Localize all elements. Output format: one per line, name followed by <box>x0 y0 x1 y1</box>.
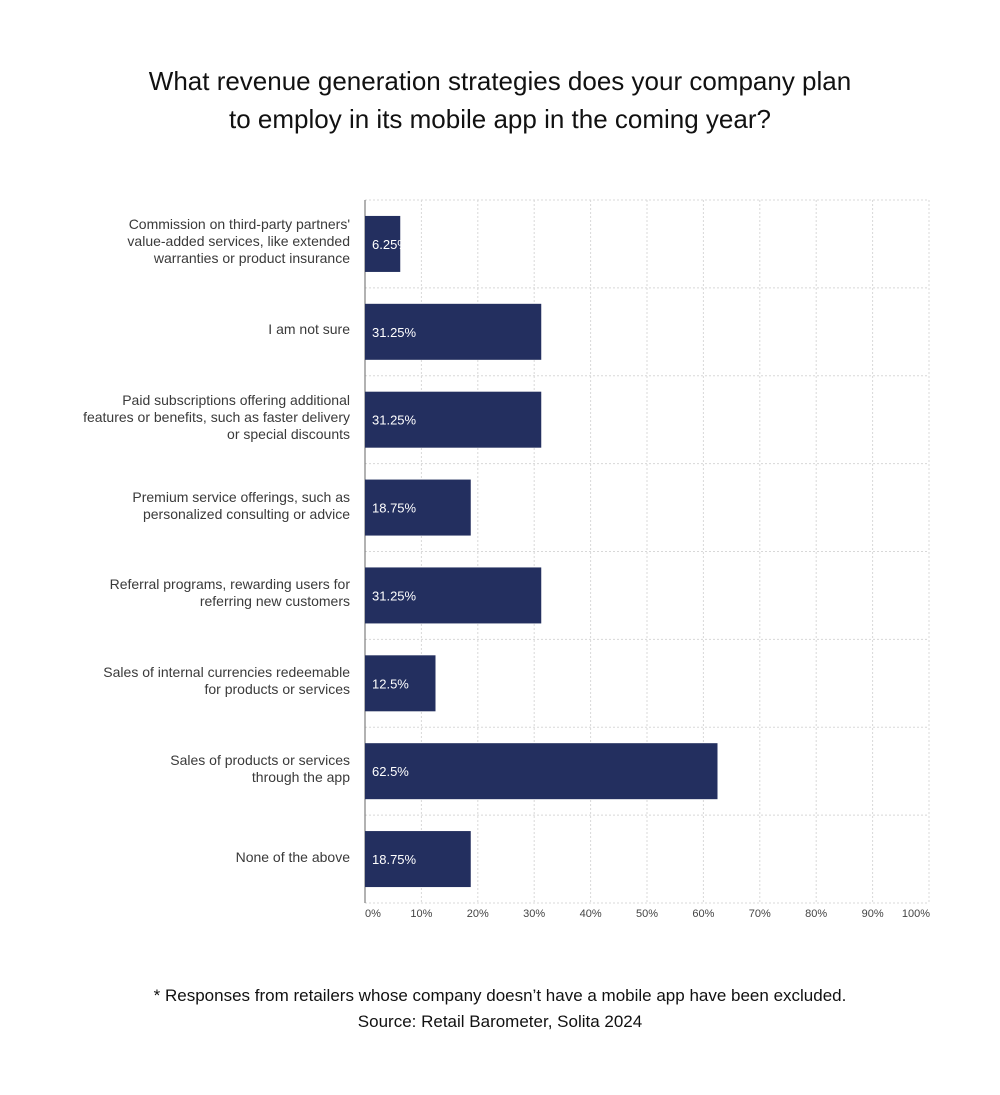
category-label-line: Sales of products or services <box>170 752 350 769</box>
category-label-line: referring new customers <box>199 593 350 610</box>
x-tick-label: 10% <box>410 908 432 920</box>
category-label: None of the above <box>50 849 350 866</box>
bar <box>365 831 471 888</box>
bar <box>365 743 718 800</box>
bar-value-label: 12.5% <box>372 676 409 691</box>
category-label-line: Paid subscriptions offering additional <box>122 392 350 409</box>
footnote-source: Source: Retail Barometer, Solita 2024 <box>357 1012 643 1031</box>
category-label-line: personalized consulting or advice <box>142 505 350 522</box>
bar-value-label: 18.75% <box>372 501 417 516</box>
category-label-line: Commission on third-party partners' <box>128 216 350 233</box>
category-label-line: value-added services, like extended <box>127 233 350 250</box>
x-tick-label: 0% <box>365 908 381 920</box>
bar-value-label: 31.25% <box>372 325 417 340</box>
category-label-line: features or benefits, such as faster del… <box>83 409 350 426</box>
x-tick-label: 20% <box>467 908 489 920</box>
x-tick-label: 40% <box>580 908 602 920</box>
category-label-line: Premium service offerings, such as <box>132 488 350 505</box>
bar-value-label: 62.5% <box>372 764 409 779</box>
x-tick-label: 30% <box>523 908 545 920</box>
category-label-line: I am not sure <box>268 321 350 338</box>
bar-value-label: 6.25% <box>372 237 409 252</box>
chart-title-line-2: to employ in its mobile app in the comin… <box>229 104 771 134</box>
category-label-line: warranties or product insurance <box>153 250 350 267</box>
category-label: Referral programs, rewarding users for re… <box>50 576 350 610</box>
x-tick-label: 90% <box>862 908 884 920</box>
category-label-line: Sales of internal currencies redeemable <box>103 664 350 681</box>
bar <box>365 303 542 360</box>
category-label: Premium service offerings, such as person… <box>50 489 350 523</box>
x-tick-label: 50% <box>636 908 658 920</box>
category-label-line: Referral programs, rewarding users for <box>109 576 350 593</box>
bar <box>365 215 401 272</box>
bar <box>365 567 542 624</box>
x-tick-label: 70% <box>749 908 771 920</box>
category-label-line: None of the above <box>235 848 350 865</box>
footnote-exclusion: * Responses from retailers whose company… <box>153 986 847 1005</box>
x-tick-label: 60% <box>692 908 714 920</box>
category-label-line: or special discounts <box>227 426 350 443</box>
category-label-line: for products or services <box>204 681 351 698</box>
category-label: Commission on third-party partners' value… <box>50 216 350 267</box>
category-label: I am not sure <box>50 321 350 338</box>
category-label: Sales of internal currencies redeemable f… <box>50 664 350 698</box>
x-tick-label: 100% <box>902 908 930 920</box>
chart-title: What revenue generation strategies does … <box>0 62 1000 138</box>
chart-title-line-1: What revenue generation strategies does … <box>148 66 852 96</box>
bar-value-label: 18.75% <box>372 852 417 867</box>
bar <box>365 391 542 448</box>
category-label-line: through the app <box>251 769 350 786</box>
bar <box>365 655 436 712</box>
bar-value-label: 31.25% <box>372 588 417 603</box>
bar-value-label: 31.25% <box>372 413 417 428</box>
x-tick-label: 80% <box>805 908 827 920</box>
bar <box>365 479 471 536</box>
category-label: Sales of products or services through the… <box>50 752 350 786</box>
category-label: Paid subscriptions offering additional fe… <box>50 392 350 443</box>
